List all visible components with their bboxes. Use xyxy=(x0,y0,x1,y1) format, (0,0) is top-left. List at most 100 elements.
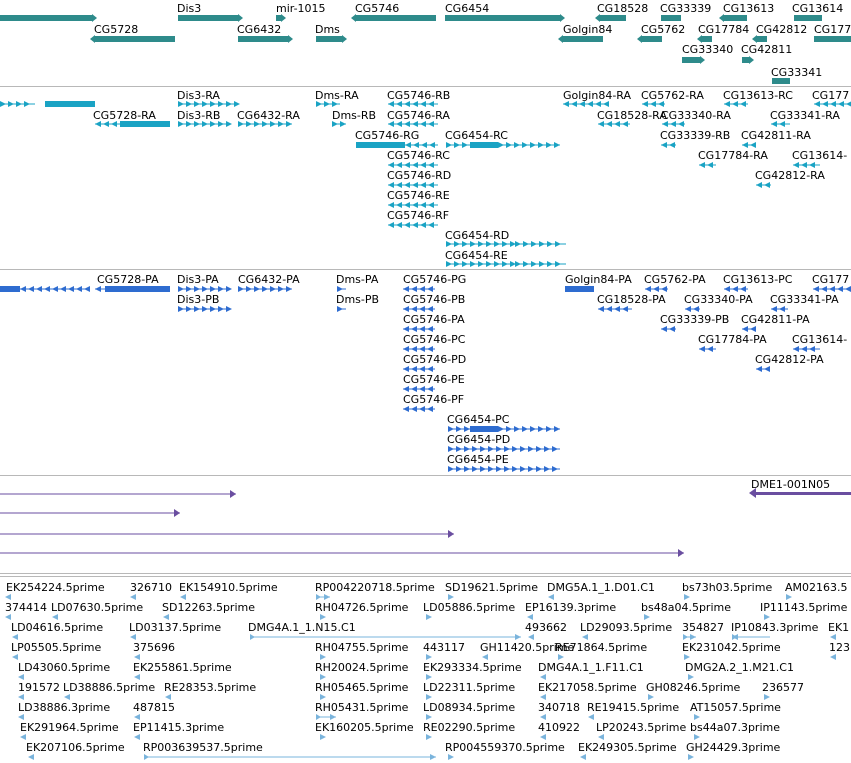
transcript-feature[interactable] xyxy=(742,142,756,148)
est-label[interactable]: EK291964.5prime xyxy=(20,721,119,734)
est-feature[interactable] xyxy=(786,594,792,600)
transcript-feature[interactable] xyxy=(178,121,232,127)
est-feature[interactable] xyxy=(134,654,140,660)
est-label[interactable]: bs44a07.3prime xyxy=(690,721,780,734)
clone-label[interactable]: DME1-001N05 xyxy=(751,478,830,491)
transcript-label[interactable]: CG6454-RC xyxy=(445,129,508,142)
transcript-label[interactable]: CG42812-RA xyxy=(755,169,825,182)
transcript-label[interactable]: CG17784-RA xyxy=(698,149,768,162)
est-feature[interactable] xyxy=(18,674,24,680)
est-feature[interactable] xyxy=(180,594,186,600)
est-label[interactable]: RE19415.5prime xyxy=(587,701,679,714)
gene-feature[interactable] xyxy=(351,14,436,22)
est-label[interactable]: EK160205.5prime xyxy=(315,721,414,734)
est-label[interactable]: DMG5A.1_1.D01.C1 xyxy=(547,581,655,594)
protein-label[interactable]: CG5746-PF xyxy=(403,393,464,406)
est-label[interactable]: LD03137.5prime xyxy=(129,621,221,634)
protein-label[interactable]: CG5762-PA xyxy=(644,273,706,286)
protein-label[interactable]: CG177 xyxy=(812,273,849,286)
gene-label[interactable]: Golgin84 xyxy=(563,23,612,36)
protein-feature[interactable] xyxy=(565,286,594,292)
transcript-feature[interactable] xyxy=(446,241,566,247)
est-feature[interactable] xyxy=(684,654,690,660)
est-feature[interactable] xyxy=(683,634,696,640)
est-label[interactable]: RE28353.5prime xyxy=(164,681,256,694)
est-feature[interactable] xyxy=(5,614,11,620)
gene-feature[interactable] xyxy=(772,78,790,84)
est-label[interactable]: EK249305.5prime xyxy=(578,741,677,754)
gene-feature[interactable] xyxy=(316,35,347,43)
est-label[interactable]: GH08246.5prime xyxy=(646,681,741,694)
est-label[interactable]: EK254224.5prime xyxy=(6,581,105,594)
transcript-label[interactable]: CG5746-RD xyxy=(387,169,451,182)
est-label[interactable]: RP004220718.5prime xyxy=(315,581,435,594)
transcript-feature[interactable] xyxy=(388,162,438,168)
gene-label[interactable]: CG177 xyxy=(814,23,851,36)
gene-label[interactable]: CG13613 xyxy=(723,2,774,15)
est-feature[interactable] xyxy=(694,734,700,740)
clone-feature[interactable] xyxy=(0,490,236,498)
protein-label[interactable]: CG5746-PD xyxy=(403,353,466,366)
transcript-feature[interactable] xyxy=(238,121,292,127)
gene-feature[interactable] xyxy=(558,35,603,43)
transcript-feature[interactable] xyxy=(771,121,790,127)
est-label[interactable]: bs48a04.5prime xyxy=(641,601,731,614)
gene-feature[interactable] xyxy=(752,35,767,43)
est-label[interactable]: RH04755.5prime xyxy=(315,641,409,654)
transcript-label[interactable]: CG5746-RF xyxy=(387,209,449,222)
est-feature[interactable] xyxy=(163,614,169,620)
protein-label[interactable]: CG5746-PE xyxy=(403,373,465,386)
est-feature[interactable] xyxy=(694,714,700,720)
est-label[interactable]: LD05886.5prime xyxy=(423,601,515,614)
protein-feature[interactable] xyxy=(178,286,232,292)
transcript-label[interactable]: CG42811-RA xyxy=(741,129,811,142)
protein-feature[interactable] xyxy=(403,306,435,312)
est-label[interactable]: LD08934.5prime xyxy=(423,701,515,714)
transcript-label[interactable]: CG13613-RC xyxy=(723,89,793,102)
est-label[interactable]: RH05465.5prime xyxy=(315,681,409,694)
gene-label[interactable]: CG42812 xyxy=(756,23,807,36)
est-label[interactable]: 326710 xyxy=(130,581,172,594)
est-feature[interactable] xyxy=(134,734,140,740)
est-label[interactable]: LP05505.5prime xyxy=(11,641,102,654)
est-label[interactable]: RP004559370.5prime xyxy=(445,741,565,754)
gene-label[interactable]: CG18528 xyxy=(597,2,648,15)
est-label[interactable]: 410922 xyxy=(538,721,580,734)
protein-label[interactable]: CG42812-PA xyxy=(755,353,824,366)
gene-label[interactable]: CG17784 xyxy=(698,23,749,36)
transcript-feature[interactable] xyxy=(388,222,438,228)
est-feature[interactable] xyxy=(644,614,650,620)
est-label[interactable]: RH05431.5prime xyxy=(315,701,409,714)
protein-feature[interactable] xyxy=(178,306,232,312)
est-feature[interactable] xyxy=(426,714,432,720)
est-feature[interactable] xyxy=(732,634,770,640)
est-feature[interactable] xyxy=(558,654,564,660)
protein-label[interactable]: CG33341-PA xyxy=(770,293,839,306)
transcript-feature[interactable] xyxy=(699,162,716,168)
protein-feature[interactable] xyxy=(403,326,435,332)
est-label[interactable]: RP003639537.5prime xyxy=(143,741,263,754)
protein-feature[interactable] xyxy=(403,286,435,292)
est-label[interactable]: EK231042.5prime xyxy=(682,641,781,654)
protein-feature[interactable] xyxy=(598,306,632,312)
est-feature[interactable] xyxy=(316,714,336,720)
protein-label[interactable]: CG33339-PB xyxy=(660,313,729,326)
gene-feature[interactable] xyxy=(661,15,681,21)
est-label[interactable]: LD43060.5prime xyxy=(18,661,110,674)
est-feature[interactable] xyxy=(448,754,454,760)
transcript-label[interactable]: CG5728-RA xyxy=(93,109,156,122)
protein-feature[interactable] xyxy=(645,286,668,292)
est-feature[interactable] xyxy=(320,694,326,700)
est-label[interactable]: SD12263.5prime xyxy=(162,601,255,614)
protein-feature[interactable] xyxy=(661,326,676,332)
gene-label[interactable]: mir-1015 xyxy=(276,2,326,15)
est-feature[interactable] xyxy=(5,594,11,600)
transcript-label[interactable]: CG5746-RA xyxy=(387,109,450,122)
gene-feature[interactable] xyxy=(276,14,286,22)
est-label[interactable]: AM02163.5 xyxy=(785,581,848,594)
protein-label[interactable]: CG18528-PA xyxy=(597,293,666,306)
protein-feature[interactable] xyxy=(448,446,560,452)
protein-label[interactable]: CG13613-PC xyxy=(723,273,793,286)
est-label[interactable]: 123 xyxy=(829,641,850,654)
protein-feature[interactable] xyxy=(756,366,770,372)
